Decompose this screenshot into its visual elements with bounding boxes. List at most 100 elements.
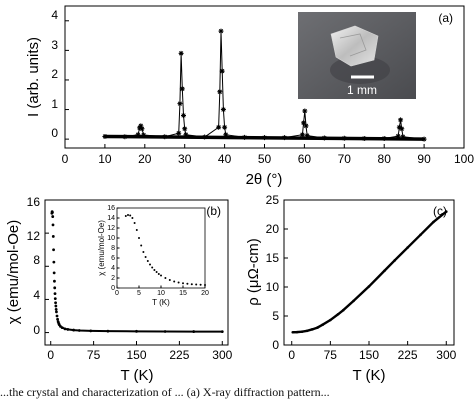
- xrd-data-point: [102, 133, 108, 139]
- b-xtick-label: 225: [169, 348, 189, 362]
- inset-xtick-label: 15: [179, 290, 187, 297]
- asterisk-marker: [181, 112, 187, 118]
- asterisk-marker: [220, 107, 226, 113]
- xrd-data-point: [177, 101, 183, 107]
- crystal-image: [330, 25, 379, 67]
- panel-b: 0 4 8 12 16 0 75 150 225 300 χ (emu/mol-…: [5, 195, 233, 384]
- resistivity-data-point: [406, 246, 409, 249]
- xrd-data-point: [361, 136, 367, 142]
- xrd-data-point: [396, 124, 402, 130]
- b-panel-label: (b): [206, 204, 221, 218]
- panel-c: 0 5 10 15 20 25 0 75 150 225 300 ρ (μΩ-c…: [245, 193, 457, 384]
- xrd-data-point: [321, 135, 327, 141]
- a-panel-label: (a): [438, 11, 453, 25]
- inset-data-point: [124, 215, 127, 217]
- xrd-data-point: [395, 133, 401, 139]
- c-xtick-label: 150: [359, 348, 379, 362]
- asterisk-marker: [182, 126, 188, 132]
- resistivity-data-point: [432, 220, 435, 224]
- c-xtick-label: 300: [436, 348, 456, 362]
- chi-data-point: [53, 279, 56, 283]
- chi-data-point: [51, 235, 55, 238]
- chi-data-point: [54, 307, 58, 311]
- asterisk-marker: [122, 134, 128, 140]
- panel-c-yticklabels: 0 5 10 15 20 25: [266, 193, 280, 352]
- b-xtick-label: 150: [126, 348, 146, 362]
- asterisk-marker: [216, 124, 222, 130]
- asterisk-marker: [219, 68, 225, 74]
- panel-c-series: [291, 210, 448, 334]
- xrd-data-point: [137, 125, 143, 131]
- asterisk-marker: [398, 117, 404, 123]
- inset-ytick-label: 16: [107, 205, 115, 212]
- xrd-data-point: [202, 134, 208, 140]
- panel-b-inset: 0 2 4 6 8 10 12 14 16 0 5 10 15 20 χ (em…: [97, 205, 209, 307]
- inset-data-point: [155, 271, 158, 273]
- a-xtick-label: 10: [98, 152, 112, 166]
- asterisk-marker: [242, 134, 248, 140]
- asterisk-marker: [395, 133, 401, 139]
- asterisk-marker: [183, 132, 189, 138]
- asterisk-marker: [281, 135, 287, 141]
- asterisk-marker: [177, 101, 183, 107]
- inset-ytick-label: 6: [111, 255, 115, 262]
- resistivity-data-point: [444, 210, 448, 213]
- c-ytick-label: 5: [272, 309, 279, 323]
- chi-data-point: [53, 292, 57, 296]
- chi-data-point: [52, 271, 56, 275]
- xrd-data-point: [301, 120, 307, 126]
- asterisk-marker: [141, 132, 147, 138]
- resistivity-data-point: [311, 328, 314, 331]
- resistivity-data-point: [341, 308, 345, 312]
- c-xtick-label: 75: [324, 348, 338, 362]
- xrd-data-point: [183, 132, 189, 138]
- asterisk-marker: [217, 89, 223, 95]
- b-ytick-label: 0: [33, 323, 40, 337]
- xrd-data-point: [281, 135, 287, 141]
- xrd-data-point: [141, 132, 147, 138]
- resistivity-data-point: [305, 329, 309, 333]
- xrd-data-point: [181, 112, 187, 118]
- resistivity-data-point: [352, 299, 355, 303]
- xrd-data-point: [242, 134, 248, 140]
- asterisk-marker: [137, 125, 143, 131]
- asterisk-marker: [303, 123, 309, 129]
- b-ytick-label: 12: [27, 229, 41, 243]
- c-ytick-label: 25: [266, 193, 280, 207]
- crystal-facet: [339, 33, 367, 57]
- inset-xtick-label: 10: [157, 290, 165, 297]
- chi-data-point: [51, 211, 54, 214]
- c-panel-label: (c): [433, 204, 447, 218]
- inset-data-point: [160, 274, 162, 277]
- a-xtick-label: 100: [454, 152, 474, 166]
- figure-caption: ...the crystal and characterization of .…: [0, 385, 330, 399]
- inset-data-point: [138, 237, 140, 239]
- resistivity-data-point: [393, 259, 397, 262]
- inset-ytick-label: 8: [111, 245, 115, 252]
- chi-data-point: [55, 310, 58, 314]
- inset-xtick-label: 20: [201, 290, 209, 297]
- xrd-data-point: [400, 134, 406, 140]
- panel-b-yticklabels: 0 4 8 12 16: [27, 195, 41, 337]
- a-xtick-label: 30: [178, 152, 192, 166]
- a-xtick-label: 0: [62, 152, 69, 166]
- inset-data-point: [149, 263, 151, 266]
- chi-data-point: [52, 260, 56, 264]
- a-ytick-label: 4: [51, 8, 58, 22]
- inset-data-point: [133, 222, 136, 224]
- asterisk-marker: [299, 132, 305, 138]
- inset-xticklabels: 0 5 10 15 20: [115, 290, 209, 297]
- xrd-data-point: [222, 124, 228, 130]
- inset-data-point: [144, 256, 147, 258]
- inset-data-point: [131, 217, 134, 219]
- scale-bar-label: 1 mm: [347, 83, 377, 97]
- c-ytick-label: 0: [272, 338, 279, 352]
- a-xtick-label: 60: [298, 152, 312, 166]
- panel-b-ticks: [45, 199, 223, 345]
- asterisk-marker: [262, 135, 267, 141]
- resistivity-data-point: [336, 312, 340, 316]
- xrd-data-point: [216, 124, 222, 130]
- xrd-data-point: [341, 135, 347, 141]
- resistivity-data-point: [329, 318, 332, 322]
- panel-c-xticklabels: 0 75 150 225 300: [288, 348, 456, 362]
